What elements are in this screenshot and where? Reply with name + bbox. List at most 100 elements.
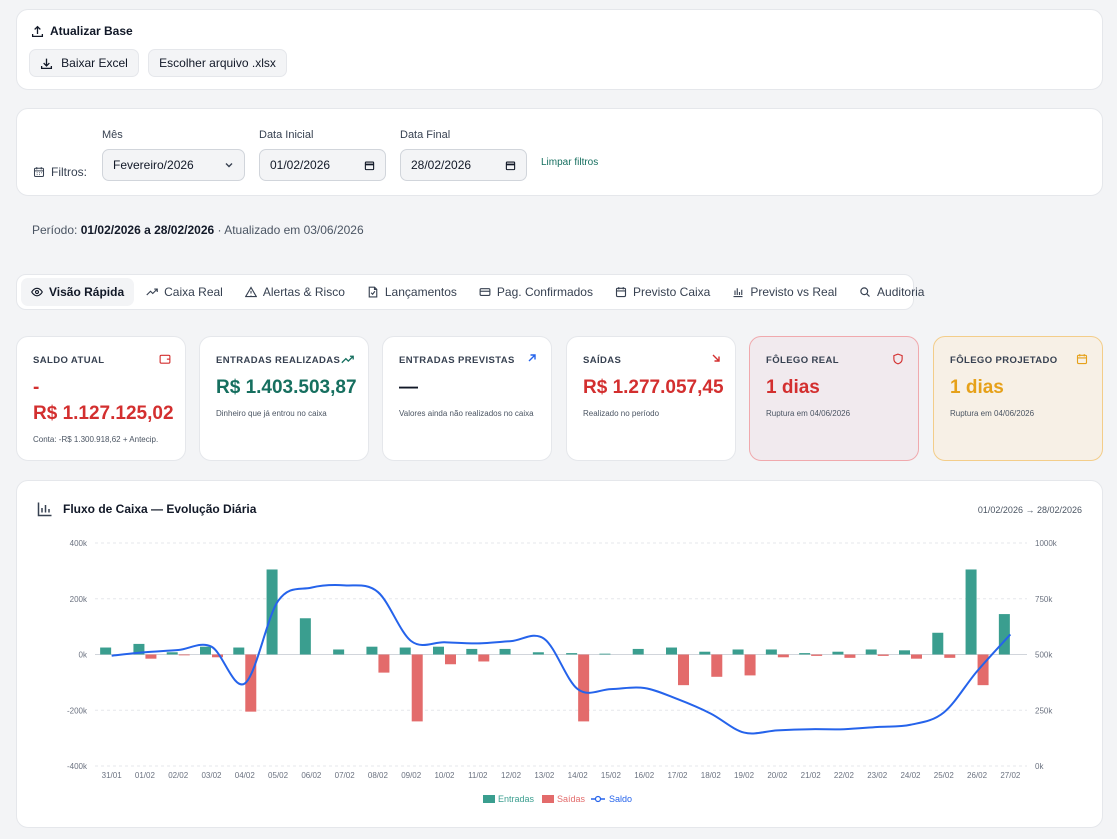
bar-entradas [765, 649, 777, 655]
start-date-label: Data Inicial [259, 129, 314, 141]
calendar-picker-icon[interactable] [364, 160, 375, 171]
choose-file-button[interactable]: Escolher arquivo .xlsx [148, 49, 287, 77]
tab-caixa-real[interactable]: Caixa Real [136, 278, 233, 306]
eye-icon [31, 287, 43, 297]
tab-alertas-risco[interactable]: Alertas & Risco [235, 278, 355, 306]
start-date-input[interactable]: 01/02/2026 [259, 149, 386, 181]
x-tick: 05/02 [268, 771, 289, 780]
calendar-icon [1076, 354, 1088, 365]
x-tick: 15/02 [601, 771, 622, 780]
bar-entradas [233, 647, 245, 655]
bar-saidas [578, 654, 590, 722]
bar-saidas [711, 654, 723, 677]
cash-flow-chart: 400k 200k 0k -200k -400k 1000k 750k 500k 250k 0k 3… [67, 539, 1058, 804]
y-right-tick: 500k [1035, 651, 1053, 660]
bar-entradas [998, 614, 1010, 655]
month-select[interactable]: Fevereiro/2026 [102, 149, 245, 181]
x-tick: 13/02 [534, 771, 555, 780]
chart-title: Fluxo de Caixa — Evolução Diária [37, 501, 256, 517]
bar-saidas [245, 654, 257, 712]
tab-pag-confirmados[interactable]: Pag. Confirmados [469, 278, 603, 306]
bar-saidas [145, 654, 157, 659]
legend-marker-saldo [594, 795, 602, 803]
filters-label-text: Filtros: [51, 165, 87, 179]
tab-lancamentos[interactable]: Lançamentos [357, 278, 467, 306]
kpi-entradas-previstas: ENTRADAS PREVISTAS — Valores ainda não r… [382, 336, 552, 461]
x-tick: 22/02 [834, 771, 855, 780]
bar-entradas [932, 632, 944, 655]
bar-entradas [299, 618, 311, 655]
calendar-picker-icon[interactable] [505, 160, 516, 171]
bar-entradas [166, 652, 178, 655]
bar-saidas [478, 654, 490, 662]
kpi-title: FÔLEGO REAL [766, 355, 840, 366]
x-tick: 11/02 [468, 771, 488, 780]
x-tick: 12/02 [501, 771, 522, 780]
kpi-folego-projetado: FÔLEGO PROJETADO 1 dias Ruptura em 04/06… [933, 336, 1103, 461]
kpi-subtitle: Dinheiro que já entrou no caixa [216, 409, 327, 418]
bar-saidas [944, 654, 956, 658]
warning-icon [244, 286, 257, 298]
bar-entradas [732, 649, 744, 655]
bar-entradas [466, 648, 478, 655]
bar-entradas [100, 647, 112, 655]
kpi-entradas-realizadas: ENTRADAS REALIZADAS R$ 1.403.503,87 Dinh… [199, 336, 369, 461]
line-saldo [111, 584, 1012, 735]
bar-entradas [666, 647, 677, 655]
arrow-down-right-icon [712, 354, 720, 362]
x-tick: 09/02 [401, 771, 422, 780]
y-right-tick: 250k [1035, 706, 1053, 715]
kpi-title: ENTRADAS REALIZADAS [216, 355, 341, 366]
legend-swatch-entradas [483, 795, 495, 803]
kpi-value: R$ 1.277.057,45 [583, 377, 724, 398]
bar-saidas [445, 654, 456, 665]
tab-previsto-vs-real[interactable]: Previsto vs Real [722, 278, 847, 306]
tab-previsto-caixa[interactable]: Previsto Caixa [605, 278, 720, 306]
bar-entradas [333, 649, 345, 655]
x-tick: 10/02 [434, 771, 455, 780]
bar-saidas [911, 654, 922, 659]
y-right-tick: 0k [1035, 762, 1044, 771]
bar-entradas [799, 653, 811, 655]
kpi-value: — [399, 377, 418, 398]
kpi-value: 1 dias [950, 377, 1004, 398]
start-date-value: 01/02/2026 [270, 158, 331, 172]
x-tick: 18/02 [701, 771, 722, 780]
tab-visao-rapida[interactable]: Visão Rápida [21, 278, 135, 306]
kpi-subtitle: Ruptura em 04/06/2026 [950, 409, 1035, 418]
clear-filters-link[interactable]: Limpar filtros [541, 157, 599, 168]
x-tick: 24/02 [900, 771, 921, 780]
bar-entradas [532, 652, 544, 655]
kpi-title: SALDO ATUAL [33, 355, 105, 366]
end-date-input[interactable]: 28/02/2026 [400, 149, 527, 181]
bar-entradas [399, 647, 411, 655]
bar-chart-icon [37, 502, 52, 517]
search-icon [860, 287, 870, 297]
x-tick: 01/02 [135, 771, 156, 780]
trend-up-icon [341, 355, 354, 364]
tab-bar: Visão Rápida Caixa Real Alertas & Risco … [16, 274, 924, 310]
period-prefix: Período: [32, 223, 78, 237]
x-tick: 14/02 [568, 771, 589, 780]
x-tick: 17/02 [667, 771, 688, 780]
bar-saidas [844, 654, 856, 658]
x-tick: 25/02 [934, 771, 955, 780]
end-date-value: 28/02/2026 [411, 158, 472, 172]
kpi-value: R$ 1.127.125,02 [33, 403, 174, 424]
bar-entradas [965, 569, 977, 655]
end-date-label: Data Final [400, 129, 451, 141]
kpi-saldo-atual: SALDO ATUAL - R$ 1.127.125,02 Conta: -R$… [16, 336, 186, 461]
file-icon [368, 286, 378, 298]
bar-entradas [566, 653, 578, 655]
y-left-tick: 200k [70, 595, 88, 604]
wallet-icon [159, 354, 171, 364]
choose-file-label: Escolher arquivo .xlsx [159, 56, 276, 70]
update-title: Atualizar Base [31, 24, 133, 38]
trend-up-icon [146, 288, 158, 296]
tab-auditoria[interactable]: Auditoria [849, 278, 934, 306]
x-tick: 06/02 [301, 771, 322, 780]
x-tick: 08/02 [368, 771, 389, 780]
y-left-tick: 0k [79, 651, 88, 660]
bar-entradas [200, 646, 211, 655]
download-excel-button[interactable]: Baixar Excel [29, 49, 139, 77]
